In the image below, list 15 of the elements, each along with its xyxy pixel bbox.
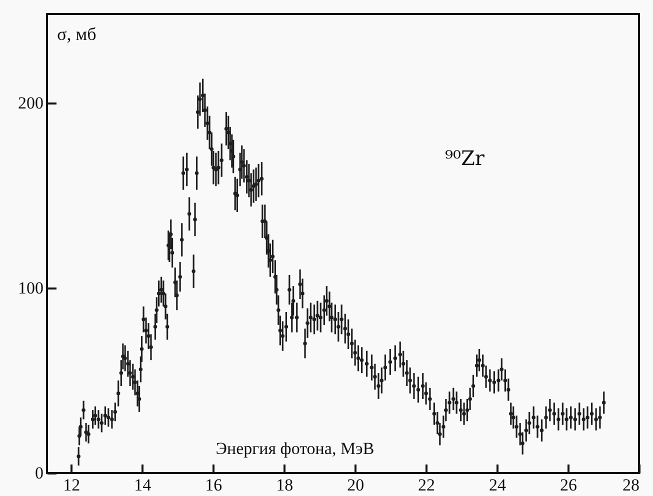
x-axis-title: Энергия фотона, МэВ: [216, 439, 374, 458]
annotation: ⁹⁰Zr: [445, 146, 485, 170]
x-tick-label: 26: [560, 476, 578, 494]
x-tick-label: 12: [63, 476, 80, 494]
x-tick-label: 28: [622, 476, 640, 494]
x-tick-label: 20: [347, 476, 364, 494]
y-tick-label: 200: [18, 93, 44, 112]
y-tick-label: 100: [18, 278, 44, 298]
x-tick-label: 22: [418, 476, 436, 494]
y-axis-title: σ, мб: [57, 24, 96, 44]
x-tick-label: 24: [489, 476, 507, 494]
x-tick-label: 18: [276, 476, 294, 494]
y-tick-label: 0: [35, 464, 44, 482]
x-tick-label: 14: [134, 476, 152, 494]
x-tick-label: 16: [205, 476, 222, 494]
